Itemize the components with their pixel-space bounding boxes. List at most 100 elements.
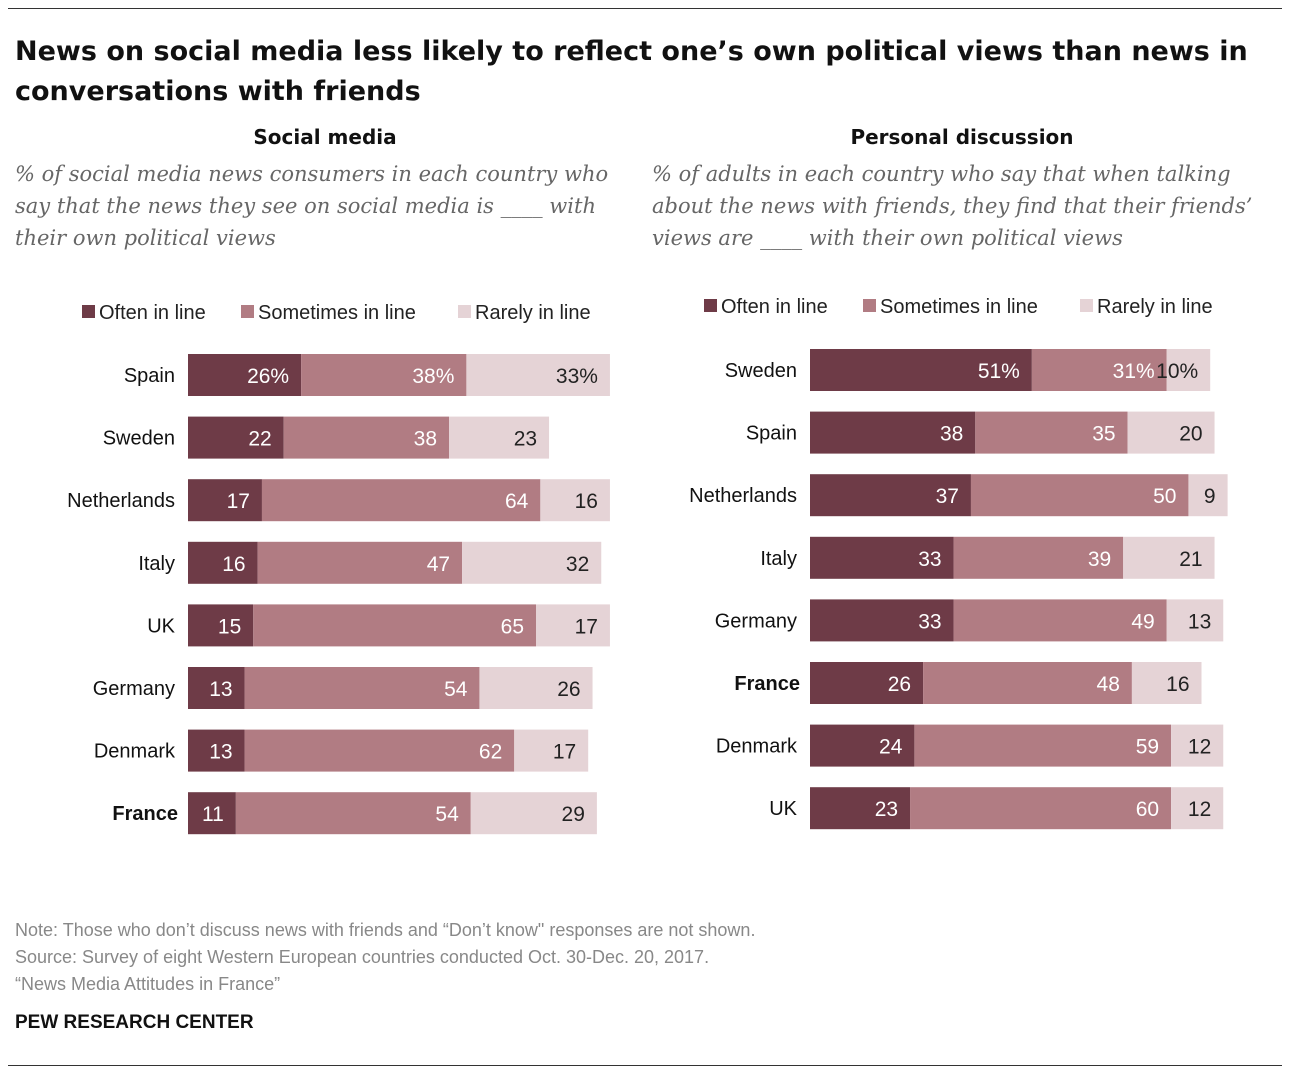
panel-title-social: Social media <box>253 125 397 149</box>
category-label: France <box>112 803 178 825</box>
category-label: UK <box>769 798 797 820</box>
legend-swatch <box>82 305 95 318</box>
legend-label: Sometimes in line <box>258 302 416 324</box>
top-rule <box>8 8 1282 9</box>
bar-often-in-line <box>810 474 971 517</box>
bar-often-in-line <box>188 792 236 835</box>
data-label: 37 <box>936 485 959 508</box>
data-label: 10% <box>1156 360 1198 383</box>
data-label: 38 <box>414 428 437 451</box>
bar-often-in-line <box>810 662 924 704</box>
data-label: 64 <box>505 490 529 513</box>
category-label: Sweden <box>103 428 175 450</box>
data-label: 23 <box>875 798 898 821</box>
bar-rarely-in-line <box>536 604 610 647</box>
brand: PEW RESEARCH CENTER <box>15 1012 254 1033</box>
bar-sometimes-in-line <box>923 662 1132 704</box>
bar-rarely-in-line <box>466 354 610 396</box>
category-label: France <box>734 673 800 695</box>
bar-sometimes-in-line <box>235 792 471 835</box>
data-label: 31% <box>1113 360 1155 383</box>
legend-label: Rarely in line <box>475 302 591 324</box>
bar-often-in-line <box>188 729 245 772</box>
panel-subtitle-social: % of social media news consumers in each… <box>15 162 609 250</box>
data-label: 16 <box>222 553 245 576</box>
bar-rarely-in-line <box>462 541 602 584</box>
data-label: 38 <box>940 423 963 446</box>
bar-rarely-in-line <box>1166 599 1224 642</box>
category-label: Netherlands <box>67 490 175 512</box>
data-label: 54 <box>435 803 459 826</box>
bar-sometimes-in-line <box>914 724 1172 767</box>
bar-sometimes-in-line <box>301 354 467 396</box>
report-title: “News Media Attitudes in France” <box>15 974 281 994</box>
chart-title: News on social media less likely to refl… <box>15 36 1248 107</box>
legend-label: Sometimes in line <box>880 296 1038 318</box>
bar-often-in-line <box>810 724 915 767</box>
panel-title-personal: Personal discussion <box>850 125 1074 149</box>
data-label: 23 <box>514 428 537 451</box>
data-label: 20 <box>1179 423 1202 446</box>
bar-sometimes-in-line <box>975 411 1128 454</box>
data-label: 16 <box>1166 673 1189 696</box>
data-label: 24 <box>879 736 903 759</box>
data-label: 47 <box>427 553 450 576</box>
bar-rarely-in-line <box>1123 536 1215 579</box>
legend-label: Often in line <box>721 296 828 318</box>
bar-sometimes-in-line <box>257 541 463 584</box>
data-label: 33 <box>918 548 941 571</box>
bar-sometimes-in-line <box>1031 349 1167 391</box>
category-label: Germany <box>93 678 175 700</box>
bar-rarely-in-line <box>1188 474 1228 517</box>
data-label: 17 <box>227 490 250 513</box>
data-label: 38% <box>412 365 454 388</box>
category-label: Netherlands <box>689 485 797 507</box>
bar-sometimes-in-line <box>953 599 1167 642</box>
data-label: 17 <box>575 615 598 638</box>
bar-sometimes-in-line <box>283 416 449 459</box>
bar-often-in-line <box>188 416 284 459</box>
data-label: 11 <box>202 803 224 826</box>
bar-rarely-in-line <box>1171 724 1224 767</box>
category-label: Italy <box>760 548 797 570</box>
data-label: 26% <box>247 365 289 388</box>
data-label: 12 <box>1188 798 1211 821</box>
data-label: 60 <box>1136 798 1159 821</box>
bar-often-in-line <box>188 541 258 584</box>
data-label: 39 <box>1088 548 1111 571</box>
data-label: 16 <box>575 490 598 513</box>
data-label: 13 <box>209 678 232 701</box>
data-label: 17 <box>553 741 576 764</box>
data-label: 26 <box>888 673 911 696</box>
bar-often-in-line <box>188 354 302 396</box>
category-label: Spain <box>124 365 175 387</box>
legend-swatch <box>704 299 717 312</box>
source: Source: Survey of eight Western European… <box>15 947 710 967</box>
data-label: 48 <box>1097 673 1120 696</box>
legend-swatch <box>863 299 876 312</box>
bar-often-in-line <box>188 667 245 709</box>
data-label: 12 <box>1188 736 1211 759</box>
data-label: 21 <box>1179 548 1202 571</box>
category-label: Denmark <box>716 736 798 758</box>
data-label: 59 <box>1136 736 1159 759</box>
legend-swatch <box>241 305 254 318</box>
bar-often-in-line <box>810 411 976 454</box>
data-label: 9 <box>1204 485 1216 508</box>
category-label: Italy <box>138 553 175 575</box>
data-label: 33 <box>918 610 941 633</box>
data-label: 35 <box>1092 423 1115 446</box>
data-label: 32 <box>566 553 589 576</box>
bar-often-in-line <box>810 787 911 830</box>
bar-rarely-in-line <box>1131 662 1202 704</box>
data-label: 51% <box>978 360 1020 383</box>
bar-sometimes-in-line <box>970 474 1189 517</box>
bar-rarely-in-line <box>514 729 589 772</box>
bar-rarely-in-line <box>479 667 593 709</box>
bar-sometimes-in-line <box>253 604 536 647</box>
bar-sometimes-in-line <box>261 479 541 522</box>
bar-rarely-in-line <box>540 479 610 522</box>
bar-rarely-in-line <box>449 416 550 459</box>
